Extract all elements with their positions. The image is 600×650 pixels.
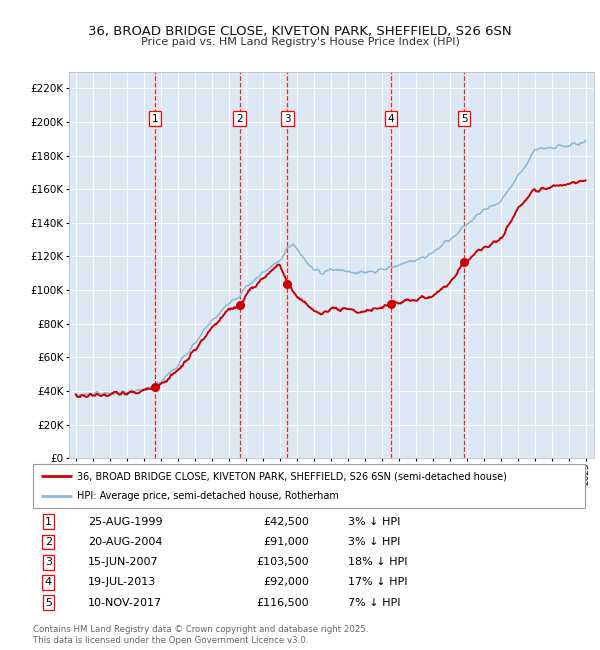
Text: 19-JUL-2013: 19-JUL-2013 [88,577,157,588]
Text: 10-NOV-2017: 10-NOV-2017 [88,597,163,608]
Text: 17% ↓ HPI: 17% ↓ HPI [347,577,407,588]
Text: 2: 2 [236,114,243,124]
Text: 7% ↓ HPI: 7% ↓ HPI [347,597,400,608]
Text: Contains HM Land Registry data © Crown copyright and database right 2025.: Contains HM Land Registry data © Crown c… [33,625,368,634]
Text: 4: 4 [388,114,394,124]
Text: 20-AUG-2004: 20-AUG-2004 [88,537,163,547]
Text: 5: 5 [461,114,467,124]
Text: 1: 1 [45,517,52,526]
Text: £103,500: £103,500 [256,557,309,567]
Text: 2: 2 [45,537,52,547]
Text: HPI: Average price, semi-detached house, Rotherham: HPI: Average price, semi-detached house,… [77,491,339,501]
Text: 3% ↓ HPI: 3% ↓ HPI [347,517,400,526]
Text: Price paid vs. HM Land Registry's House Price Index (HPI): Price paid vs. HM Land Registry's House … [140,37,460,47]
Text: 36, BROAD BRIDGE CLOSE, KIVETON PARK, SHEFFIELD, S26 6SN (semi-detached house): 36, BROAD BRIDGE CLOSE, KIVETON PARK, SH… [77,471,507,481]
Text: £116,500: £116,500 [256,597,309,608]
Text: 1: 1 [151,114,158,124]
FancyBboxPatch shape [33,464,585,508]
Text: £42,500: £42,500 [263,517,309,526]
Text: This data is licensed under the Open Government Licence v3.0.: This data is licensed under the Open Gov… [33,636,308,645]
Text: 3: 3 [284,114,290,124]
Text: 4: 4 [45,577,52,588]
Text: £92,000: £92,000 [263,577,309,588]
Text: 18% ↓ HPI: 18% ↓ HPI [347,557,407,567]
Text: 5: 5 [45,597,52,608]
Text: 3% ↓ HPI: 3% ↓ HPI [347,537,400,547]
Text: £91,000: £91,000 [263,537,309,547]
Text: 3: 3 [45,557,52,567]
Text: 25-AUG-1999: 25-AUG-1999 [88,517,163,526]
Text: 15-JUN-2007: 15-JUN-2007 [88,557,159,567]
Text: 36, BROAD BRIDGE CLOSE, KIVETON PARK, SHEFFIELD, S26 6SN: 36, BROAD BRIDGE CLOSE, KIVETON PARK, SH… [88,25,512,38]
